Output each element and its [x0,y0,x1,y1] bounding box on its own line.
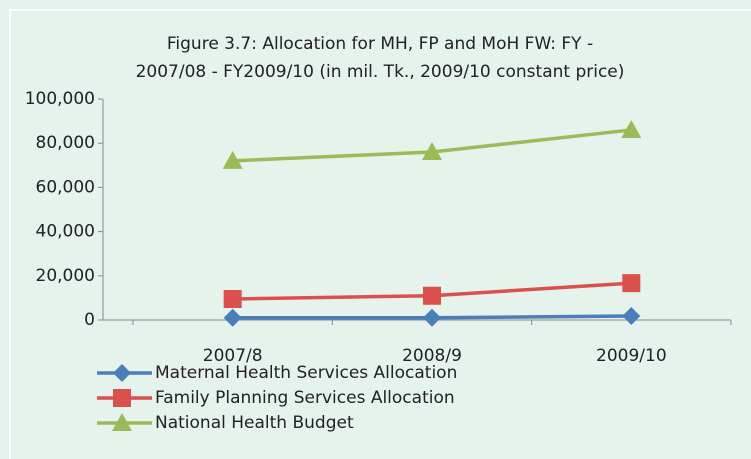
y-tick-label: 0 [84,310,95,330]
chart-title: 2007/08 - FY2009/10 (in mil. Tk., 2009/1… [136,62,625,82]
point [622,307,641,326]
y-tick-label: 80,000 [36,133,95,153]
point [222,150,243,169]
legend-marker [112,413,132,431]
legend-label: Maternal Health Services Allocation [155,363,457,383]
point [423,308,441,327]
legend-label: National Health Budget [155,413,354,433]
y-tick-label: 100,000 [25,89,95,109]
x-tick-label: 2009/10 [596,346,667,366]
point [621,119,642,138]
x-tick-label: 2008/9 [402,346,462,366]
point [622,274,641,293]
y-tick-label: 40,000 [36,222,95,242]
y-tick-label: 20,000 [36,266,95,286]
x-tick-label: 2007/8 [203,346,263,366]
frame [9,9,751,459]
legend-marker [113,389,131,407]
chart-title: Figure 3.7: Allocation for MH, FP and Mo… [167,34,593,54]
point [223,290,242,309]
point [223,308,242,327]
legend-label: Family Planning Services Allocation [155,388,455,408]
legend-marker [113,364,131,382]
y-tick-label: 60,000 [36,177,95,197]
point [422,142,442,161]
point [423,286,441,305]
